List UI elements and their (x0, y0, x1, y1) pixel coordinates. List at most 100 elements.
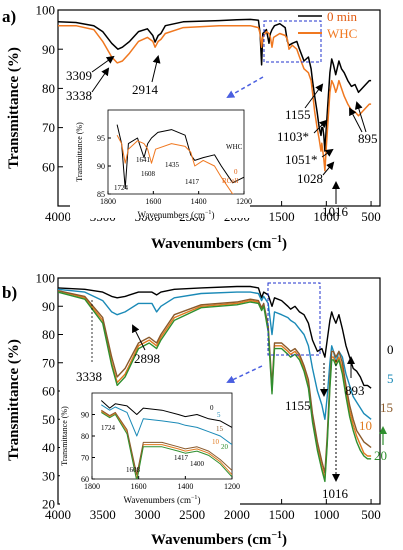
inset-b-line-20 (101, 411, 232, 479)
inset-b-line-0 (100, 400, 232, 428)
inset-a-ytick-label-90: 90 (97, 162, 105, 171)
panel-b-ytick-label-70: 70 (42, 355, 55, 370)
inset-b-line-10 (101, 410, 232, 479)
inset-a-xlabel: Wavenumbers (cm−1) (138, 210, 215, 220)
annot-3338-arrow (91, 67, 110, 93)
panel-a-xtick-label-1500: 1500 (269, 209, 295, 224)
panel-b-ytick-label-50: 50 (42, 412, 55, 427)
panel-a-legend: 0 min WHC (298, 9, 357, 41)
panel-b-xtick-label-2000: 2000 (224, 507, 250, 522)
inset-b-ytick-label-70: 70 (81, 453, 89, 462)
annot-895: 895 (358, 131, 378, 146)
annot-2898-arrow (132, 324, 146, 351)
panel-b-y-axis: 20 30 40 50 60 70 80 90 100 (36, 271, 63, 512)
panel-b-ytick-label-60: 60 (42, 384, 55, 399)
panel-b-ytick-label-30: 30 (42, 468, 55, 483)
annot-895-arrow-2 (354, 101, 367, 133)
panel-a-xlabel: Wavenumbers (cm−1) (151, 234, 287, 252)
panel-b-ytick-label-20: 20 (42, 497, 55, 512)
panel-a-xtick-label-500: 500 (361, 209, 381, 224)
panel-a-ytick-label-90: 90 (42, 42, 55, 57)
panel-a-annotations: 3309 3338 2914 1155 1103* 1051* 1028 101… (66, 55, 378, 219)
panel-b-xtick-label-4000: 4000 (45, 507, 71, 522)
inset-a-bg (70, 100, 250, 218)
inset-a-frame (107, 109, 245, 195)
inset-b-annot-1608: 1608 (126, 466, 141, 474)
panel-a-y-axis: 60 70 80 90 100 (36, 3, 63, 174)
panel-b-xtick-label-500: 500 (361, 507, 381, 522)
inset-a-annot-1417: 1417 (185, 178, 200, 186)
panel-b-line-0 (58, 285, 372, 389)
annot-2898: 2898 (134, 351, 160, 366)
inset-b-legend-20: 20 (221, 443, 229, 451)
panel-b-label: b) (2, 283, 17, 302)
inset-b-ytick-label-90: 90 (81, 410, 89, 419)
inset-a-ytick-label-95: 95 (97, 134, 105, 143)
inset-b-ylabel: Transmittance (%) (60, 406, 69, 466)
inset-b-x-axis: 1800 1600 1400 1200 (84, 476, 240, 491)
inset-b-annot-1400: 1400 (190, 460, 205, 468)
annot-1051: 1051* (285, 152, 318, 167)
annot-1016: 1016 (322, 204, 349, 219)
inset-b-annot-1417: 1417 (174, 454, 189, 462)
annot-1103: 1103* (277, 129, 309, 144)
inset-a-ytick-label-85: 85 (97, 190, 105, 199)
panel-a-xtick-label-4000: 4000 (45, 209, 71, 224)
panel-b-xtick-label-1500: 1500 (269, 507, 295, 522)
inset-b-ytick-label-80: 80 (81, 432, 89, 441)
panel-a-ytick-label-60: 60 (42, 159, 55, 174)
legend-label-0min: 0 min (327, 9, 357, 24)
panel-a-line-0-min (58, 18, 372, 152)
inset-b-legend-5: 5 (217, 411, 221, 419)
inset-b-legend-15: 15 (216, 425, 224, 433)
annot-3338-b: 3338 (76, 369, 102, 384)
inset-a-ylabel: Transmittance (%) (75, 122, 84, 182)
inset-b-xtick-label-1400: 1400 (177, 482, 193, 491)
annot-2914: 2914 (132, 82, 159, 97)
panel-b-series-labels: 0 5 15 10 20 (359, 342, 394, 463)
annot-1155: 1155 (285, 107, 311, 122)
inset-a-annot-1608: 1608 (141, 170, 156, 178)
series-label-15: 15 (380, 400, 393, 415)
panel-b-xtick-label-3000: 3000 (134, 507, 160, 522)
panel-b-ytick-label-80: 80 (42, 327, 55, 342)
series-label-5: 5 (387, 371, 394, 386)
panel-b-ylabel: Transmittance (%) (6, 339, 22, 461)
annot-1051-arrow (321, 148, 334, 158)
inset-a-x-axis: 1800 1600 1400 1200 (100, 191, 252, 206)
inset-b-xlabel: Wavenumbers (cm−1) (124, 495, 201, 505)
panel-b-line-20 (58, 291, 372, 483)
panel-b: b) Transmittance (%) 2030405060708090100… (2, 271, 394, 548)
panel-b-ytick-label-90: 90 (42, 299, 55, 314)
panel-b-line-15 (58, 290, 372, 474)
inset-a-annot-1724: 1724 (114, 184, 129, 192)
inset-b-annot-1724: 1724 (101, 424, 116, 432)
annot-895-arrow-1 (349, 107, 363, 133)
inset-a-annot-1641: 1641 (136, 156, 151, 164)
panel-b-xlabel: Wavenumbers (cm−1) (151, 530, 287, 548)
series-label-0: 0 (387, 342, 394, 357)
panel-b-zoom-arrow (226, 365, 263, 384)
legend-label-whc: WHC (327, 26, 357, 41)
series-label-20: 20 (374, 448, 387, 463)
inset-b-xtick-label-1600: 1600 (131, 482, 147, 491)
panel-a-line-whc (58, 24, 372, 172)
annot-3309-arrow (91, 55, 115, 73)
panel-b-series (58, 285, 372, 483)
panel-a-ytick-label-100: 100 (36, 3, 56, 18)
inset-b-line-15 (101, 409, 232, 476)
panel-b-zoom-box (267, 282, 321, 356)
inset-b-line-5 (101, 404, 232, 446)
panel-b-line-10 (58, 290, 372, 480)
panel-b-xtick-label-2500: 2500 (179, 507, 205, 522)
inset-a-series (116, 124, 244, 194)
annot-1103-arrow (313, 119, 328, 134)
inset-a-legend-0: 0 (234, 168, 238, 176)
panel-a-ylabel: Transmittance (%) (6, 47, 22, 169)
annot-1155-arrow (304, 83, 324, 109)
panel-b-x-axis: 4000 3500 3000 2500 2000 1500 1000 500 (45, 499, 381, 522)
annot-3338: 3338 (66, 88, 92, 103)
panel-a-inset: Transmittance (%) 85 90 95 1800 1600 1400 120… (70, 100, 252, 220)
